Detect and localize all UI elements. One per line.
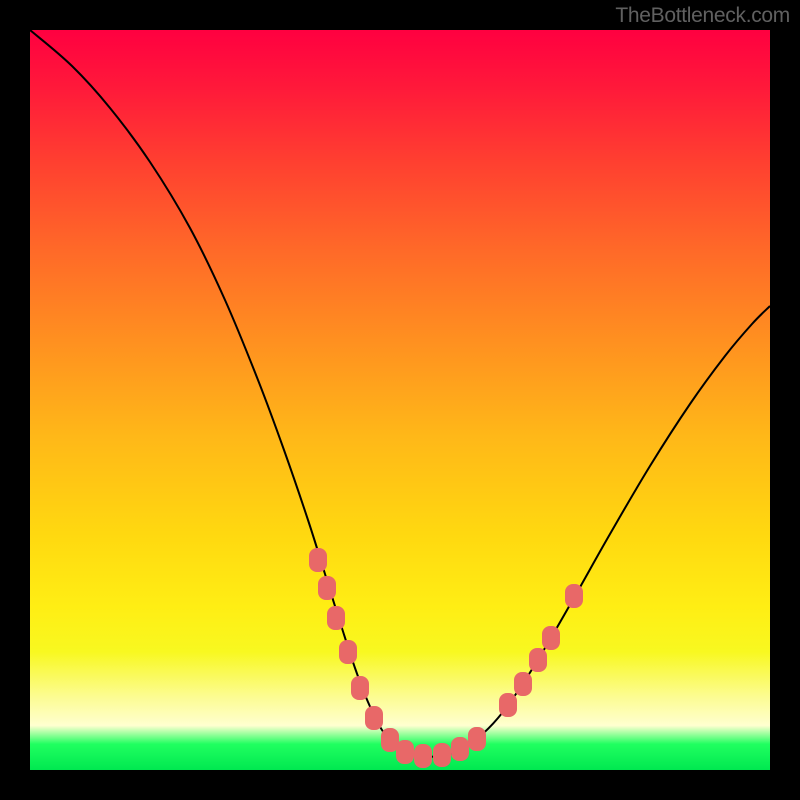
plot-background [30,30,770,770]
data-point [351,676,369,700]
data-point [318,576,336,600]
data-point [433,743,451,767]
data-point [468,727,486,751]
data-point [451,737,469,761]
data-point [327,606,345,630]
data-point [514,672,532,696]
data-point [414,744,432,768]
data-point [396,740,414,764]
watermark-text: TheBottleneck.com [615,4,790,28]
data-point [529,648,547,672]
data-point [365,706,383,730]
data-point [565,584,583,608]
data-point [542,626,560,650]
data-point [499,693,517,717]
chart-container: TheBottleneck.com [0,0,800,800]
chart-svg [0,0,800,800]
data-point [339,640,357,664]
data-point [309,548,327,572]
